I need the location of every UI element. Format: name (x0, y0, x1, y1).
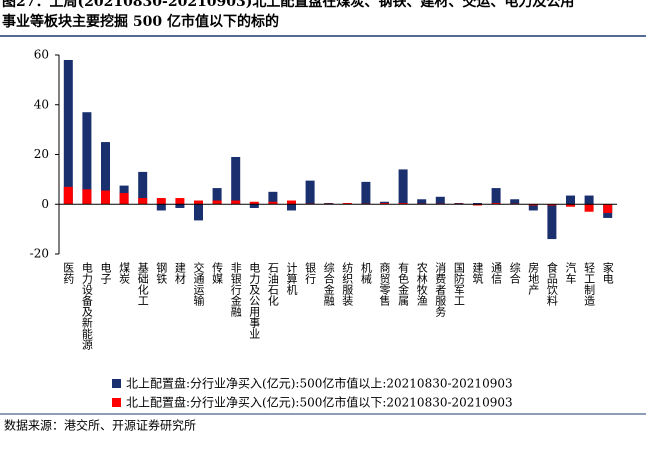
y-tick-label: -20 (30, 247, 49, 261)
bar (585, 204, 594, 211)
x-tick-label: 传媒 (211, 262, 224, 285)
bar (231, 201, 240, 205)
x-tick-label: 食品饮料 (545, 261, 558, 307)
legend-label: 北上配置盘:分行业净买入(亿元):500亿市值以上:20210830-20210… (126, 376, 513, 391)
x-tick-label: 国防军工 (452, 262, 465, 306)
x-tick-label: 基础化工 (136, 262, 149, 306)
x-tick-label: 医药 (62, 262, 75, 285)
bar (101, 191, 110, 205)
source-note: 数据来源：港交所、开源证券研究所 (4, 418, 196, 433)
legend-swatch (112, 398, 121, 407)
bar (157, 204, 166, 210)
chart-subtitle: 事业等板块主要挖掘 500 亿市值以下的标的 (2, 13, 279, 30)
x-tick-label: 房地产 (527, 262, 540, 296)
x-tick-label: 建材 (173, 261, 186, 284)
chart-title: 图27：上周(20210830-20210903)北上配置盘在煤炭、钢铁、建材、… (2, 0, 574, 10)
bar (603, 204, 612, 213)
x-tick-label: 综合 (508, 261, 521, 284)
bar (120, 193, 129, 204)
x-tick-label: 轻工制造 (583, 261, 596, 306)
x-tick-label: 计算机 (285, 262, 298, 295)
x-tick-label: 机械 (359, 261, 372, 285)
bar (64, 187, 73, 204)
bar (213, 201, 222, 205)
x-tick-label: 综合金融 (322, 261, 335, 307)
bar (175, 198, 184, 204)
bar (287, 204, 296, 210)
bar (287, 201, 296, 205)
x-tick-label: 煤炭 (118, 262, 131, 285)
x-tick-label: 有色金属 (397, 261, 410, 307)
y-tick-label: 20 (34, 147, 49, 161)
x-tick-label: 非银行金融 (229, 262, 242, 318)
bar (82, 189, 91, 204)
x-tick-label: 电子 (99, 262, 112, 284)
x-tick-label: 消费者服务 (434, 261, 447, 317)
bar (231, 157, 240, 204)
x-tick-label: 农林牧渔 (415, 261, 428, 307)
x-tick-label: 通信 (490, 262, 503, 285)
x-tick-label: 石油石化 (266, 262, 279, 307)
bar (250, 204, 259, 208)
y-tick-label: 60 (34, 48, 49, 62)
bar (194, 201, 203, 205)
x-tick-label: 纺织服装 (341, 261, 354, 307)
x-tick-label: 钢铁 (155, 262, 168, 284)
y-tick-label: 40 (34, 97, 49, 111)
x-tick-label: 汽车 (564, 261, 577, 285)
bar (138, 198, 147, 204)
x-tick-label: 电力设备及新能源 (80, 262, 93, 351)
bar (194, 204, 203, 220)
x-tick-label: 电力及公用事业 (248, 262, 261, 339)
x-tick-label: 商贸零售 (378, 261, 391, 307)
bar (585, 196, 594, 205)
bar (566, 196, 575, 205)
y-tick-label: 0 (41, 197, 49, 211)
bar (306, 181, 315, 205)
x-tick-label: 交通运输 (192, 261, 205, 307)
bar (399, 169, 408, 204)
bar (157, 198, 166, 204)
x-tick-label: 建筑 (471, 261, 484, 284)
bar (64, 60, 73, 204)
x-tick-label: 银行 (304, 261, 317, 285)
bar (175, 204, 184, 208)
legend-label: 北上配置盘:分行业净买入(亿元):500亿市值以下:20210830-20210… (126, 395, 513, 410)
x-tick-label: 家电 (601, 261, 614, 284)
bar (547, 204, 556, 239)
bar (436, 197, 445, 204)
bar (361, 182, 370, 204)
legend-swatch (112, 379, 121, 388)
bar (492, 188, 501, 204)
